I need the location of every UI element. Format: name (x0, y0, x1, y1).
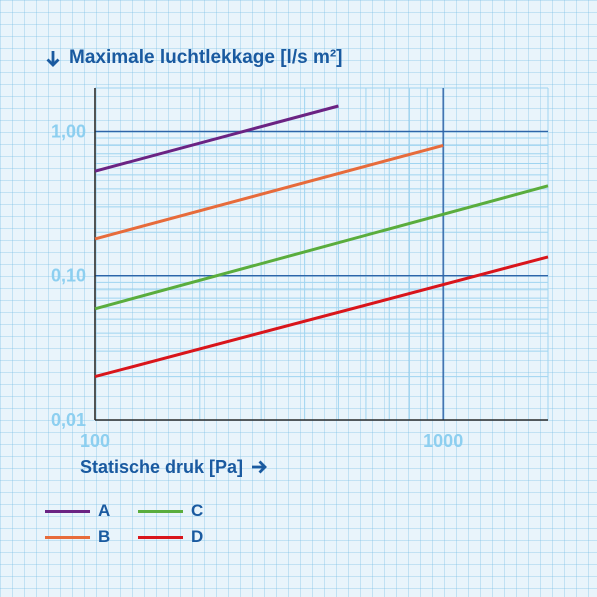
chart-plot: 0,01 0,10 1,00 100 1000 (51, 87, 549, 451)
legend-item-c: C (138, 498, 231, 524)
y-tick-label: 1,00 (51, 121, 86, 141)
legend: A B C D (45, 498, 231, 550)
series-line-a (94, 104, 339, 173)
legend-swatch-d (138, 535, 183, 539)
y-tick-label: 0,01 (51, 410, 86, 430)
y-axis-label: Maximale luchtlekkage [l/s m²] (69, 47, 343, 68)
legend-label-d: D (191, 527, 204, 546)
legend-swatch-b (45, 535, 90, 539)
legend-swatch-a (45, 509, 90, 513)
series-line-c (94, 184, 549, 311)
y-tick-label: 0,10 (51, 266, 86, 286)
legend-swatch-c (138, 509, 183, 513)
x-axis-title: Statische druk [Pa] (80, 455, 268, 479)
x-tick-label: 100 (80, 431, 110, 451)
arrow-down-icon (46, 50, 60, 67)
x-axis-label: Statische druk [Pa] (80, 456, 244, 477)
legend-item-b: B (45, 524, 138, 550)
legend-label-b: B (98, 527, 111, 546)
legend-label-c: C (191, 501, 204, 520)
series-line-d (94, 255, 549, 379)
y-axis-title: Maximale luchtlekkage [l/s m²] (46, 46, 343, 70)
arrow-right-icon (251, 460, 268, 474)
x-tick-label: 1000 (423, 431, 463, 451)
legend-item-d: D (138, 524, 231, 550)
legend-item-a: A (45, 498, 138, 524)
legend-label-a: A (98, 501, 111, 520)
series-line-b (94, 143, 444, 241)
